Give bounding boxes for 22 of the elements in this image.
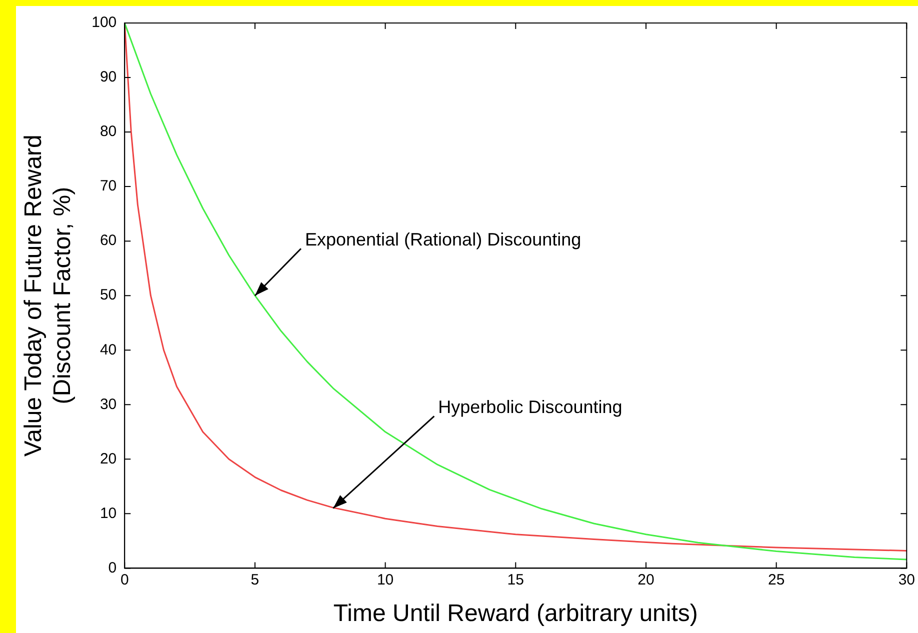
x-tick-label: 15 [507,571,524,588]
annotation: Exponential (Rational) Discounting [304,230,582,250]
y-tick-label: 60 [100,232,117,250]
annotation: Hyperbolic Discounting [438,397,622,418]
y-tick-label: 50 [100,286,117,304]
x-tick-label: 10 [376,571,394,588]
y-tick-label: 30 [100,396,117,413]
x-axis-title: Time Until Reward (arbitrary units) [333,600,698,628]
x-tick-label: 20 [638,571,654,588]
y-tick-label: 100 [92,14,117,32]
x-tick-label: 5 [250,571,260,588]
x-tick-label: 30 [898,571,915,588]
y-axis-title: Value Today of Future Reward (Discount Factor, %) [20,134,76,457]
y-tick-label: 90 [100,68,117,86]
y-tick-label: 0 [108,559,117,576]
y-tick-label: 80 [100,123,117,140]
x-tick-label: 25 [768,571,785,588]
x-tick-label: 0 [120,571,129,588]
y-tick-label: 40 [100,341,117,358]
y-tick-label: 10 [100,504,117,522]
y-tick-label: 70 [100,178,117,195]
y-tick-label: 20 [100,450,117,468]
